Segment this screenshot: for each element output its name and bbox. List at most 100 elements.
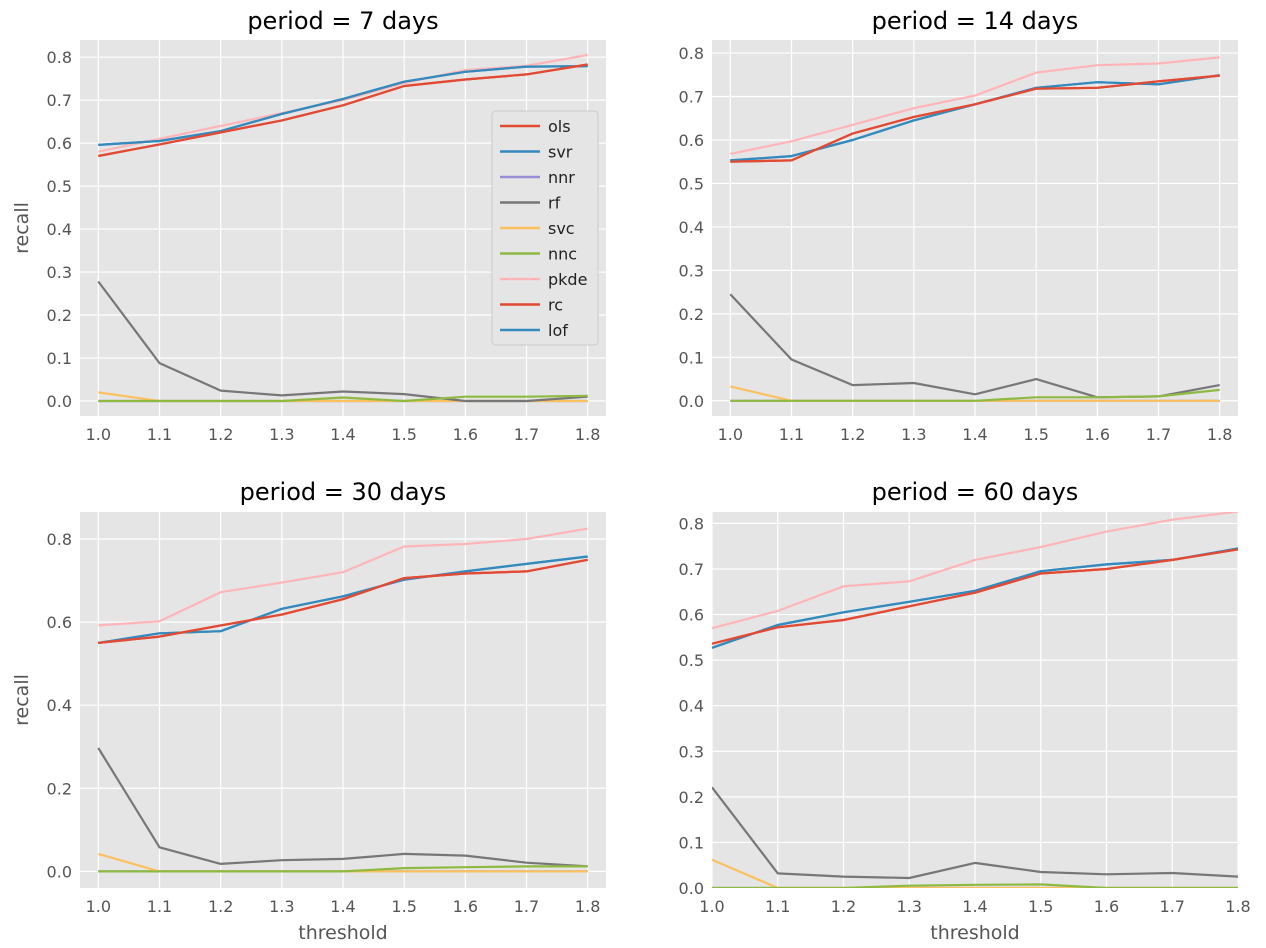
- x-tick-label: 1.0: [699, 897, 724, 916]
- y-tick-label: 0.6: [47, 134, 72, 153]
- legend-label-svc: svc: [548, 219, 575, 238]
- series-lines: [729, 56, 1220, 402]
- y-tick-label: 0.6: [47, 613, 72, 632]
- series-line-lof: [98, 65, 588, 146]
- x-tick-label: 1.3: [269, 425, 294, 444]
- x-tick-label: 1.7: [1146, 425, 1171, 444]
- series-line-rf: [97, 280, 588, 403]
- x-tick-label: 1.7: [514, 425, 539, 444]
- tick-labels: 1.0 1.1 1.2 1.3 1.4 1.5 1.6 1.7 1.8 0.0 0.2 0.4 0.6 0…: [47, 530, 601, 916]
- legend-label-rc: rc: [548, 296, 563, 315]
- y-tick-label: 0.4: [47, 220, 72, 239]
- y-tick-label: 0.5: [47, 177, 72, 196]
- subplot-period-7-days: 1.0 1.1 1.2 1.3 1.4 1.5 1.6 1.7 1.8 0.0 0.1 0.2 0.3 0…: [11, 7, 606, 444]
- x-axis-label: threshold: [930, 922, 1019, 944]
- y-tick-label: 0.3: [47, 263, 72, 282]
- y-tick-label: 0.2: [679, 305, 704, 324]
- y-tick-label: 0.3: [679, 261, 704, 280]
- tick-labels: 1.0 1.1 1.2 1.3 1.4 1.5 1.6 1.7 1.8 0.0 0.1 0.2 0.3 0…: [679, 514, 1251, 916]
- x-tick-label: 1.7: [1160, 897, 1185, 916]
- x-tick-label: 1.6: [453, 897, 478, 916]
- y-tick-label: 0.1: [47, 349, 72, 368]
- series-lines: [97, 527, 588, 873]
- series-line-nnc: [712, 883, 1238, 888]
- y-tick-label: 0.2: [47, 306, 72, 325]
- x-tick-label: 1.0: [718, 425, 743, 444]
- x-tick-label: 1.1: [147, 897, 172, 916]
- y-tick-label: 0.6: [679, 131, 704, 150]
- x-tick-label: 1.2: [208, 425, 233, 444]
- y-tick-label: 0.8: [679, 514, 704, 533]
- series-line-rc: [712, 548, 1238, 645]
- x-axis-label: threshold: [298, 922, 387, 944]
- series-line-rf: [712, 786, 1238, 880]
- x-tick-label: 1.4: [330, 425, 355, 444]
- x-tick-label: 1.1: [779, 425, 804, 444]
- y-tick-label: 0.8: [679, 44, 704, 63]
- y-axis-label: recall: [11, 202, 33, 254]
- series-line-rf: [97, 747, 588, 868]
- legend-label-lof: lof: [548, 321, 568, 340]
- y-tick-label: 0.7: [679, 560, 704, 579]
- y-tick-label: 0.6: [679, 606, 704, 625]
- subplot-period-14-days: 1.0 1.1 1.2 1.3 1.4 1.5 1.6 1.7 1.8 0.0 0.1 0.2 0.3 0…: [679, 7, 1238, 444]
- y-tick-label: 0.0: [679, 879, 704, 898]
- subplot-period-30-days: 1.0 1.1 1.2 1.3 1.4 1.5 1.6 1.7 1.8 0.0 0.2 0.4 0.6 0…: [11, 478, 606, 944]
- y-tick-label: 0.4: [679, 218, 704, 237]
- legend-label-nnc: nnc: [548, 245, 577, 264]
- y-tick-label: 0.8: [47, 48, 72, 67]
- y-tick-label: 0.4: [47, 696, 72, 715]
- x-tick-label: 1.3: [269, 897, 294, 916]
- series-lines: [97, 53, 588, 403]
- y-tick-label: 0.3: [679, 742, 704, 761]
- series-line-rc: [98, 558, 588, 644]
- series-line-nnc: [730, 388, 1220, 402]
- tick-labels: 1.0 1.1 1.2 1.3 1.4 1.5 1.6 1.7 1.8 0.0 0.1 0.2 0.3 0…: [679, 44, 1233, 444]
- y-tick-label: 0.4: [679, 697, 704, 716]
- y-tick-label: 0.7: [679, 88, 704, 107]
- x-tick-label: 1.8: [575, 897, 600, 916]
- x-tick-label: 1.3: [901, 425, 926, 444]
- legend-label-rf: rf: [548, 194, 561, 213]
- series-line-lof: [712, 547, 1238, 649]
- legend-label-svr: svr: [548, 143, 573, 162]
- subplot-title: period = 14 days: [872, 7, 1079, 35]
- y-tick-label: 0.0: [47, 862, 72, 881]
- subplot-title: period = 30 days: [240, 478, 447, 506]
- y-tick-label: 0.2: [679, 788, 704, 807]
- x-tick-label: 1.1: [765, 897, 790, 916]
- y-tick-label: 0.1: [679, 348, 704, 367]
- x-tick-label: 1.3: [897, 897, 922, 916]
- legend: ols svr nnr rf svc nnc pkde rc lof: [491, 110, 599, 346]
- series-line-rc: [98, 63, 588, 158]
- x-tick-label: 1.4: [962, 897, 987, 916]
- y-tick-label: 0.2: [47, 779, 72, 798]
- y-tick-label: 0.5: [679, 174, 704, 193]
- x-tick-label: 1.6: [453, 425, 478, 444]
- x-tick-label: 1.6: [1085, 425, 1110, 444]
- y-tick-label: 0.7: [47, 91, 72, 110]
- x-tick-label: 1.8: [1207, 425, 1232, 444]
- x-tick-label: 1.7: [514, 897, 539, 916]
- series-line-pkde: [730, 56, 1220, 155]
- subplot-period-60-days: 1.0 1.1 1.2 1.3 1.4 1.5 1.6 1.7 1.8 0.0 0.1 0.2 0.3 0…: [679, 478, 1251, 944]
- x-tick-label: 1.5: [391, 897, 416, 916]
- x-tick-label: 1.8: [1225, 897, 1250, 916]
- tick-labels: 1.0 1.1 1.2 1.3 1.4 1.5 1.6 1.7 1.8 0.0 0.1 0.2 0.3 0…: [47, 48, 601, 444]
- x-tick-label: 1.5: [1028, 897, 1053, 916]
- y-tick-label: 0.0: [679, 392, 704, 411]
- legend-label-pkde: pkde: [548, 270, 587, 289]
- y-tick-label: 0.8: [47, 530, 72, 549]
- y-tick-label: 0.5: [679, 651, 704, 670]
- series-line-pkde: [98, 527, 588, 627]
- x-tick-label: 1.8: [575, 425, 600, 444]
- x-tick-label: 1.2: [840, 425, 865, 444]
- series-lines: [712, 512, 1238, 888]
- x-tick-label: 1.4: [962, 425, 987, 444]
- series-line-nnc: [98, 394, 588, 403]
- series-line-pkde: [712, 512, 1238, 630]
- series-line-nnc: [98, 865, 588, 873]
- subplot-title: period = 7 days: [247, 7, 438, 35]
- x-tick-label: 1.0: [86, 897, 111, 916]
